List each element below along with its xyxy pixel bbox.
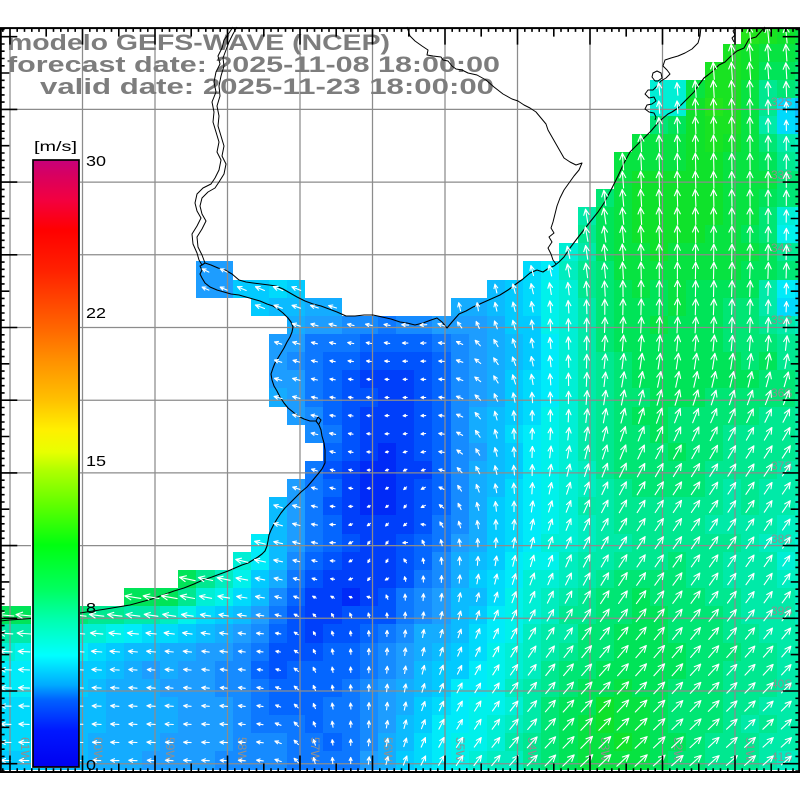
- svg-text:51W: 51W: [743, 737, 757, 762]
- svg-text:30: 30: [86, 153, 106, 170]
- svg-text:34S: 34S: [771, 241, 792, 255]
- svg-text:22: 22: [86, 305, 106, 322]
- svg-text:valid date: 2025-11-23 18:00:0: valid date: 2025-11-23 18:00:00: [40, 74, 494, 99]
- svg-text:61W: 61W: [18, 737, 32, 762]
- svg-text:32S: 32S: [771, 95, 792, 109]
- svg-text:0: 0: [86, 757, 96, 774]
- svg-text:8: 8: [86, 600, 96, 617]
- svg-text:52W: 52W: [671, 737, 685, 762]
- svg-text:54W: 54W: [525, 737, 539, 762]
- svg-text:33S: 33S: [771, 168, 792, 182]
- svg-text:59W: 59W: [163, 737, 177, 762]
- svg-text:15: 15: [86, 453, 106, 470]
- svg-text:[m/s]: [m/s]: [34, 138, 77, 154]
- svg-text:35S: 35S: [771, 313, 792, 327]
